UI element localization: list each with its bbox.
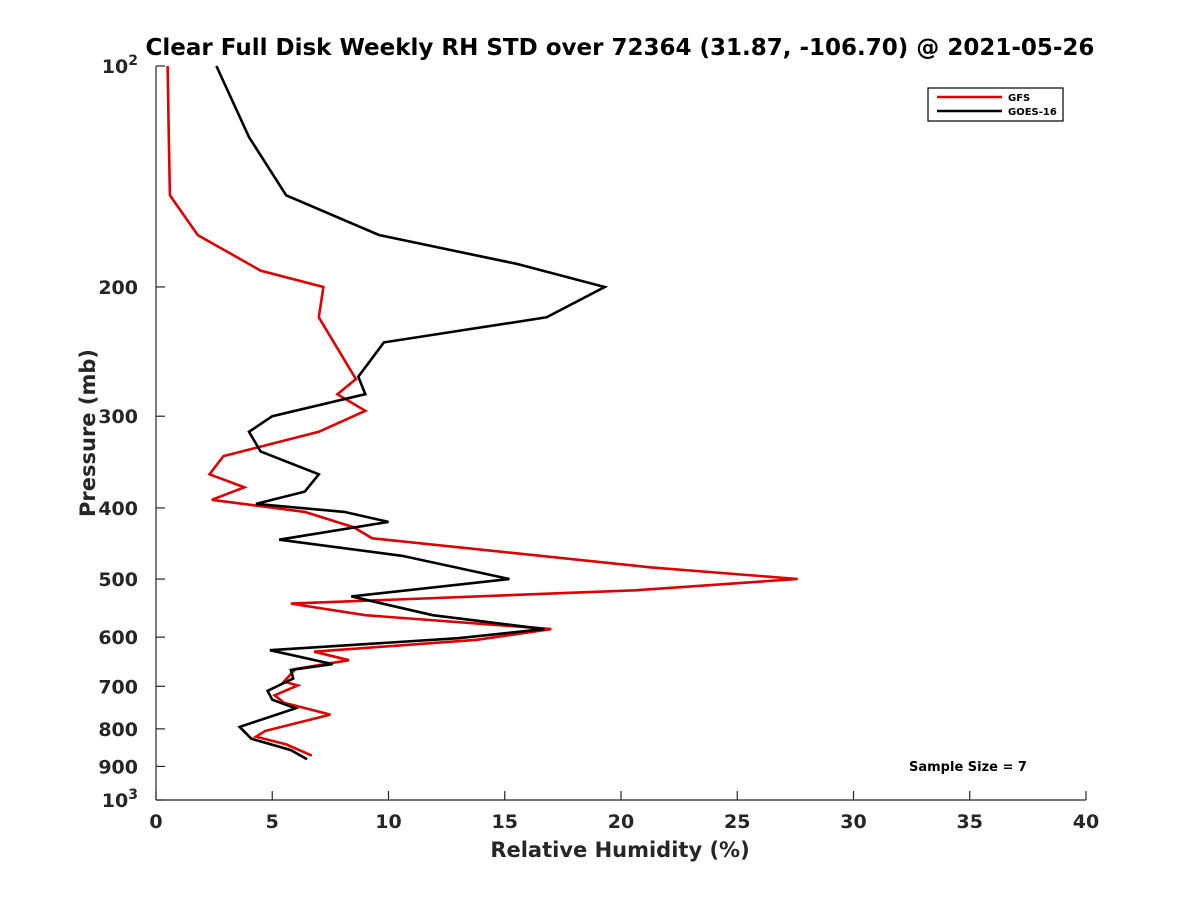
y-tick-label: 102 [102, 53, 138, 78]
x-tick-label: 40 [1073, 811, 1099, 833]
chart-title: Clear Full Disk Weekly RH STD over 72364… [146, 35, 1095, 61]
legend-label: GOES-16 [1008, 107, 1057, 118]
y-tick-label: 700 [98, 676, 138, 698]
x-tick-label: 0 [149, 811, 162, 833]
x-tick-label: 15 [492, 811, 518, 833]
x-axis-label: Relative Humidity (%) [490, 838, 749, 862]
x-tick-label: 10 [375, 811, 401, 833]
x-tick-label: 25 [724, 811, 750, 833]
legend: GFS GOES-16 [927, 87, 1064, 122]
y-tick-label: 400 [98, 498, 138, 520]
y-tick-label: 200 [98, 277, 138, 299]
y-tick-label: 600 [98, 627, 138, 649]
y-tick-label: 800 [98, 719, 138, 741]
x-tick-label: 30 [840, 811, 866, 833]
series-line-goes-16 [215, 65, 609, 761]
y-axis-label: Pressure (mb) [76, 349, 100, 517]
series-line-gfs [166, 65, 798, 757]
axes: 0 5 10 15 20 25 30 35 40 102 200 300 400 500 600 700 800… [98, 53, 1099, 833]
x-tick-label: 35 [957, 811, 983, 833]
plot-lines [166, 65, 798, 761]
y-tick-label: 900 [98, 756, 138, 778]
sample-size-annotation: Sample Size = 7 [909, 760, 1027, 775]
y-tick-label: 103 [102, 787, 138, 812]
x-tick-label: 5 [266, 811, 279, 833]
legend-label: GFS [1008, 93, 1030, 104]
y-tick-label: 500 [98, 569, 138, 591]
x-tick-label: 20 [608, 811, 634, 833]
legend-box [927, 87, 1064, 122]
y-tick-label: 300 [98, 406, 138, 428]
